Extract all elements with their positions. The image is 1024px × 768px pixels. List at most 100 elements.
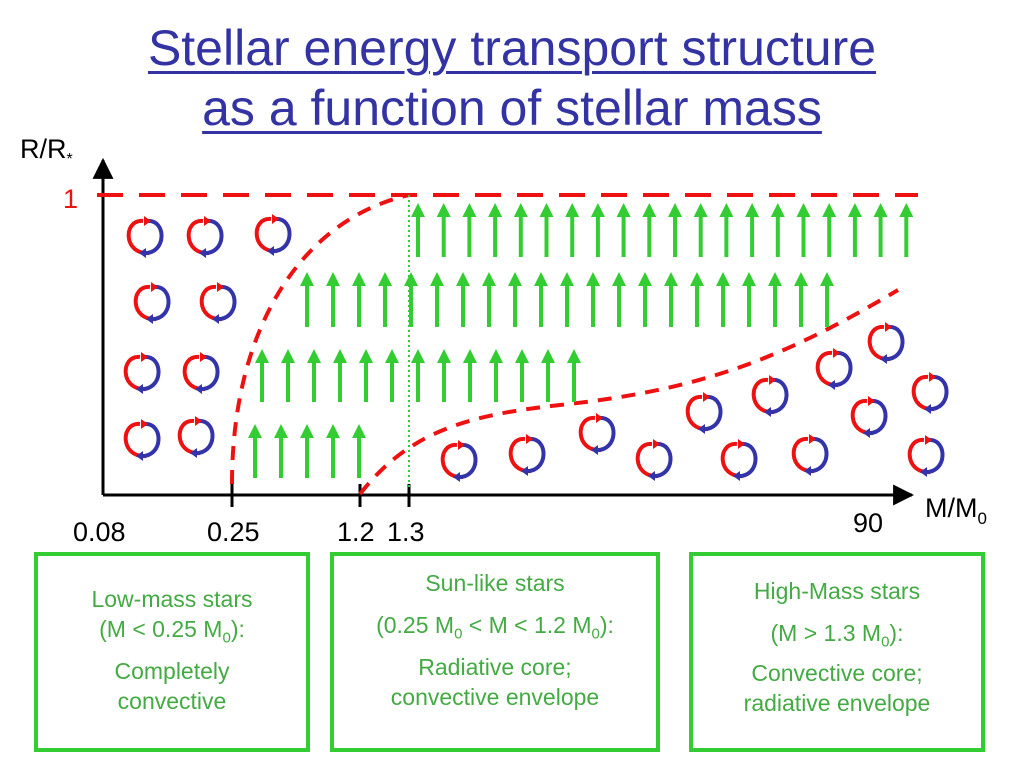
y-tick-label-1: 1 bbox=[63, 184, 78, 214]
convection-cell-icon bbox=[133, 282, 171, 324]
convection-cell-icon bbox=[123, 419, 161, 461]
high-mass-range: (M > 1.3 M0): bbox=[770, 620, 904, 651]
upward-arrow-icon bbox=[456, 272, 470, 327]
upward-arrow-icon bbox=[482, 272, 496, 327]
upward-arrow-icon bbox=[567, 349, 581, 402]
convection-cell-icon bbox=[751, 375, 789, 417]
convection-cell-icon bbox=[254, 214, 292, 256]
low-mass-heading: Low-mass stars bbox=[91, 586, 253, 612]
convection-cells bbox=[123, 214, 949, 482]
upward-arrow-icon bbox=[541, 349, 555, 402]
convection-cell-icon bbox=[850, 396, 888, 438]
upward-arrow-icon bbox=[768, 272, 782, 327]
convection-cell-icon bbox=[123, 352, 161, 394]
low-mass-range: (M < 0.25 M0): bbox=[99, 616, 245, 647]
upward-arrow-icon bbox=[638, 272, 652, 327]
x-tick-label-1.2: 1.2 bbox=[337, 517, 375, 547]
sun-like-range: (0.25 M0 < M < 1.2 M0): bbox=[376, 612, 614, 643]
convection-cell-icon bbox=[126, 216, 164, 258]
upward-arrow-icon bbox=[333, 349, 347, 402]
high-mass-desc-2: radiative envelope bbox=[743, 690, 931, 716]
upward-arrow-icon bbox=[586, 272, 600, 327]
upward-arrow-icon bbox=[899, 203, 914, 257]
upward-arrow-icon bbox=[770, 203, 785, 257]
upward-arrow-icon bbox=[436, 203, 451, 257]
core-boundary bbox=[358, 288, 900, 496]
upward-arrow-icon bbox=[560, 272, 574, 327]
x-tick-label-0.08: 0.08 bbox=[73, 517, 126, 547]
convection-cell-icon bbox=[907, 435, 945, 477]
convection-cell-icon bbox=[199, 282, 237, 324]
low-mass-desc-1: Completely bbox=[114, 658, 230, 684]
upward-arrow-icon bbox=[274, 424, 288, 478]
upward-arrow-icon bbox=[300, 272, 314, 327]
convection-cell-icon bbox=[578, 413, 616, 455]
upward-arrow-icon bbox=[352, 424, 366, 478]
upward-arrow-icon bbox=[590, 203, 605, 257]
convection-cell-icon bbox=[791, 434, 829, 476]
x-tick-label-90: 90 bbox=[853, 508, 883, 538]
upward-arrow-icon bbox=[820, 272, 834, 327]
title-line-1: Stellar energy transport structure bbox=[147, 20, 877, 76]
upward-arrow-icon bbox=[719, 203, 734, 257]
upward-arrow-icon bbox=[513, 203, 528, 257]
upward-arrow-icon bbox=[534, 272, 548, 327]
y-axis-label: R/R* bbox=[20, 134, 73, 168]
high-mass-box: High-Mass stars (M > 1.3 M0): Convective… bbox=[689, 552, 985, 752]
high-mass-heading: High-Mass stars bbox=[753, 578, 921, 604]
upward-arrow-icon bbox=[404, 272, 418, 327]
convection-cell-icon bbox=[508, 434, 546, 476]
upward-arrow-icon bbox=[539, 203, 554, 257]
upward-arrow-icon bbox=[873, 203, 888, 257]
upward-arrow-icon bbox=[359, 349, 373, 402]
convection-cell-icon bbox=[911, 372, 949, 414]
upward-arrow-icon bbox=[693, 203, 708, 257]
sun-like-desc-2: convective envelope bbox=[390, 684, 600, 710]
upward-arrow-icon bbox=[565, 203, 580, 257]
upward-arrow-icon bbox=[690, 272, 704, 327]
x-axis-label: M/M0 bbox=[925, 493, 987, 528]
high-mass-desc-1: Convective core; bbox=[751, 660, 923, 686]
convection-cell-icon bbox=[635, 439, 673, 481]
upward-arrow-icon bbox=[508, 272, 522, 327]
low-mass-box: Low-mass stars (M < 0.25 M0): Completely… bbox=[34, 552, 310, 752]
radiative-arrows bbox=[248, 203, 914, 478]
upward-arrow-icon bbox=[616, 203, 631, 257]
upward-arrow-icon bbox=[488, 203, 503, 257]
upward-arrow-icon bbox=[411, 203, 425, 257]
sun-like-box: Sun-like stars (0.25 M0 < M < 1.2 M0): R… bbox=[330, 552, 660, 752]
convection-cell-icon bbox=[186, 216, 224, 258]
convection-cell-icon bbox=[440, 440, 478, 482]
convection-cell-icon bbox=[815, 348, 853, 390]
upward-arrow-icon bbox=[822, 203, 837, 257]
convection-cell-icon bbox=[182, 352, 220, 394]
upward-arrow-icon bbox=[745, 203, 760, 257]
upward-arrow-icon bbox=[281, 349, 295, 402]
upward-arrow-icon bbox=[385, 349, 399, 402]
upward-arrow-icon bbox=[430, 272, 444, 327]
upward-arrow-icon bbox=[642, 203, 657, 257]
low-mass-convective-boundary bbox=[230, 193, 410, 485]
upward-arrow-icon bbox=[463, 349, 477, 402]
convection-cell-icon bbox=[720, 439, 758, 481]
upward-arrow-icon bbox=[300, 424, 314, 478]
convection-cell-icon bbox=[177, 416, 215, 458]
upward-arrow-icon bbox=[664, 272, 678, 327]
sun-like-desc-1: Radiative core; bbox=[418, 654, 572, 680]
convection-cell-icon bbox=[867, 322, 905, 364]
upward-arrow-icon bbox=[668, 203, 682, 257]
upward-arrow-icon bbox=[326, 272, 340, 327]
upward-arrow-icon bbox=[248, 424, 262, 478]
title-line-2: as a function of stellar mass bbox=[202, 80, 822, 136]
upward-arrow-icon bbox=[462, 203, 477, 257]
upward-arrow-icon bbox=[352, 272, 366, 327]
upward-arrow-icon bbox=[437, 349, 451, 402]
upward-arrow-icon bbox=[794, 272, 808, 327]
upward-arrow-icon bbox=[847, 203, 862, 257]
upward-arrow-icon bbox=[515, 349, 529, 402]
upward-arrow-icon bbox=[307, 349, 321, 402]
slide-title: Stellar energy transport structure as a … bbox=[0, 18, 1024, 138]
upward-arrow-icon bbox=[716, 272, 730, 327]
upward-arrow-icon bbox=[326, 424, 340, 478]
upward-arrow-icon bbox=[378, 272, 392, 327]
